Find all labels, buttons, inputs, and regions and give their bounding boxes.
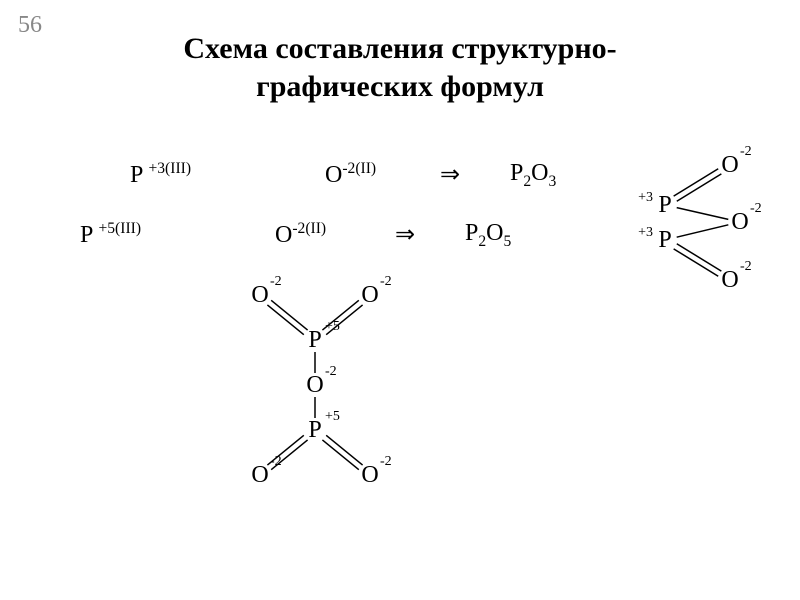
svg-text:-2: -2 — [270, 274, 282, 289]
svg-text:O: O — [361, 462, 378, 488]
svg-text:-2: -2 — [325, 364, 337, 379]
row1-formula-p-sub: 2 — [523, 173, 531, 190]
row1-formula-o-sub: 3 — [549, 173, 557, 190]
title-line-2: графических формул — [256, 70, 544, 103]
row1-o-label: O — [325, 162, 342, 188]
row2-formula-p-sub: 2 — [478, 233, 486, 250]
row2-o-label: O — [275, 222, 292, 248]
row2-formula: P2O5 — [465, 220, 511, 251]
svg-text:P: P — [308, 417, 321, 443]
svg-text:P: P — [658, 192, 671, 218]
row1-formula-o: O — [531, 160, 548, 186]
svg-text:O: O — [251, 462, 268, 488]
svg-text:O: O — [306, 372, 323, 398]
row2-oxygen: O-2(II) — [275, 220, 326, 249]
svg-text:P: P — [308, 327, 321, 353]
row1-p-sup: +3(III) — [148, 160, 191, 177]
row1-arrow: ⇒ — [440, 160, 460, 189]
svg-text:O: O — [361, 282, 378, 308]
svg-text:O: O — [731, 209, 748, 235]
p2o5-structure-diagram: O-2O-2P+5O-2P+5O-2O-2 — [205, 265, 435, 505]
row1-phosphorus: P +3(III) — [130, 160, 191, 189]
row1-formula-p: P — [510, 160, 523, 186]
svg-text:O: O — [721, 152, 738, 178]
svg-text:+3: +3 — [638, 190, 653, 205]
svg-text:O: O — [721, 267, 738, 293]
row2-phosphorus: P +5(III) — [80, 220, 141, 249]
row2-formula-p: P — [465, 220, 478, 246]
row2-formula-o: O — [486, 220, 503, 246]
row1-o-sup: -2(II) — [342, 160, 376, 177]
svg-text:-2: -2 — [750, 201, 762, 216]
svg-text:-2: -2 — [380, 274, 392, 289]
row2-o-sup: -2(II) — [292, 220, 326, 237]
p2o3-structure-diagram: P+3P+3O-2O-2O-2 — [590, 140, 790, 310]
svg-text:+5: +5 — [325, 319, 340, 334]
title-line-1: Схема составления структурно- — [183, 32, 616, 65]
svg-text:P: P — [658, 227, 671, 253]
svg-text:O: O — [251, 282, 268, 308]
row1-formula: P2O3 — [510, 160, 556, 191]
row2-p-sup: +5(III) — [98, 220, 141, 237]
row1-oxygen: O-2(II) — [325, 160, 376, 189]
svg-text:-2: -2 — [740, 144, 752, 159]
row1-p-label: P — [130, 162, 142, 188]
svg-text:-2: -2 — [740, 259, 752, 274]
page-title: Схема составления структурно- графически… — [0, 30, 800, 105]
svg-text:+3: +3 — [638, 225, 653, 240]
row2-formula-o-sub: 5 — [504, 233, 512, 250]
svg-text:-2: -2 — [380, 454, 392, 469]
row2-p-label: P — [80, 222, 92, 248]
row2-arrow: ⇒ — [395, 220, 415, 249]
svg-text:-2: -2 — [270, 454, 282, 469]
svg-text:+5: +5 — [325, 409, 340, 424]
